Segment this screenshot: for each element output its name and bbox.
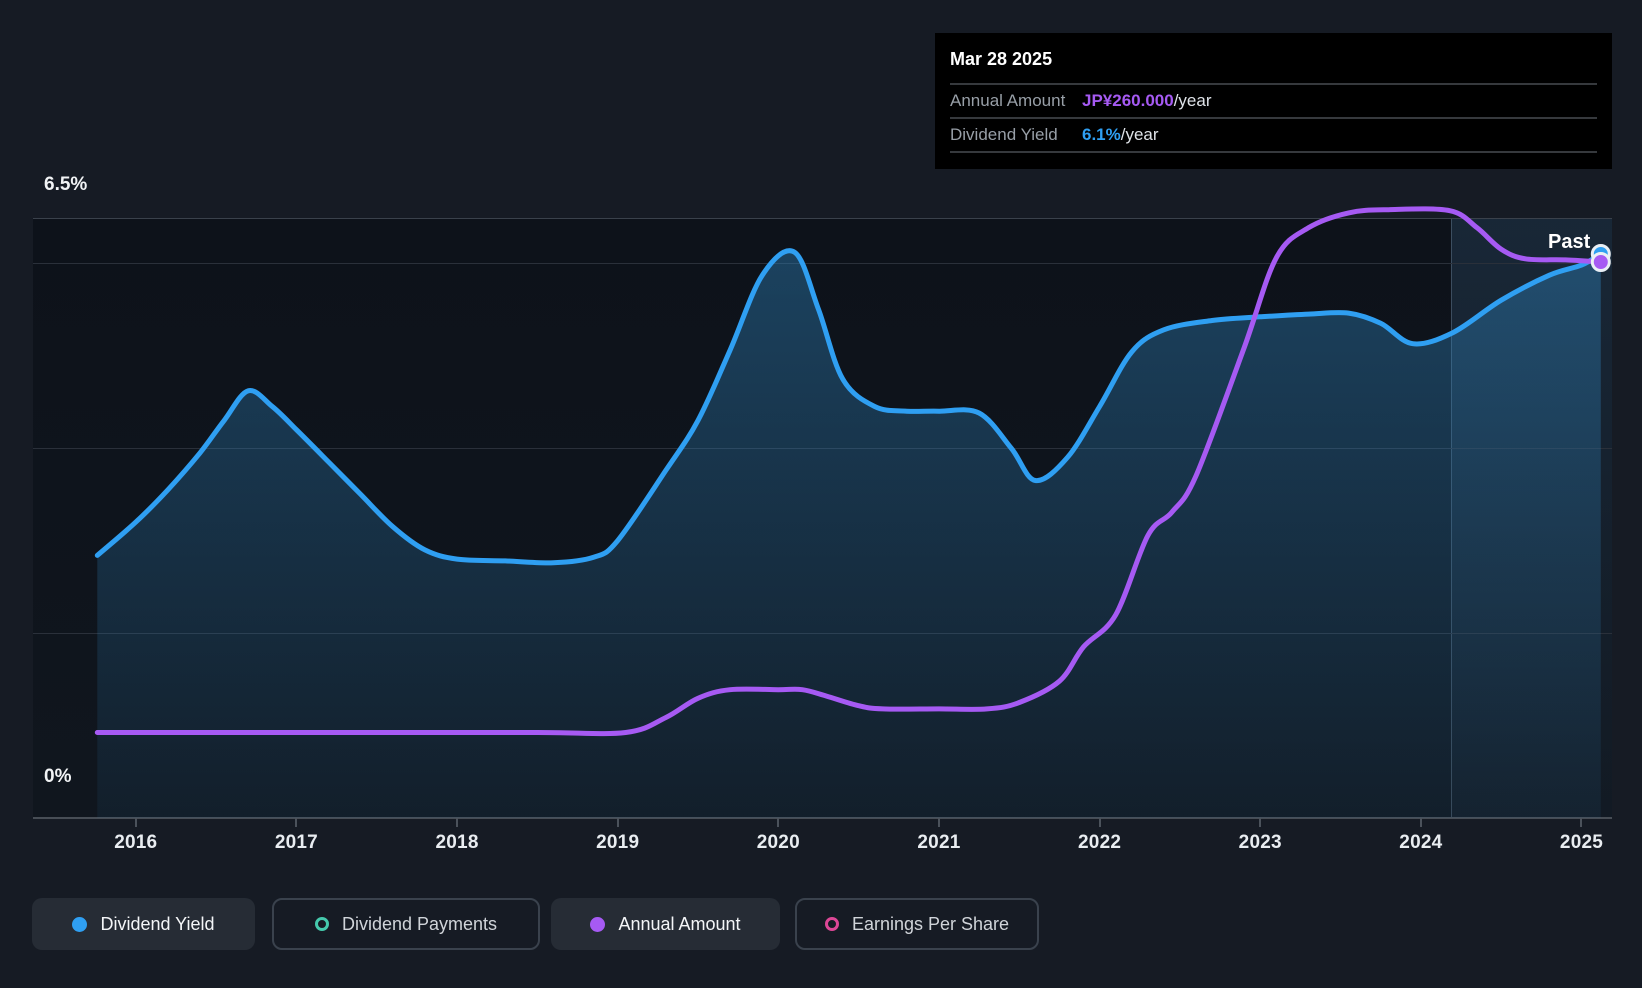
legend-button-label: Earnings Per Share (851, 913, 1010, 934)
dividend-yield-dot-icon (72, 916, 88, 932)
series-endpoint-marker (1590, 252, 1611, 272)
past-section-label: Past (1548, 231, 1591, 253)
legend-button-earnings-per-share[interactable]: Earnings Per Share (795, 898, 1039, 950)
x-axis-tick (295, 818, 298, 827)
tooltip-value-suffix: /year (1120, 125, 1159, 144)
gridline-top (33, 218, 1612, 219)
tooltip-row-dividend-yield: Dividend Yield 6.1% /year (950, 119, 1597, 153)
x-axis-label: 2025 (1559, 832, 1603, 853)
dividend-yield-line (94, 248, 1604, 566)
tooltip-value-suffix: /year (1173, 91, 1212, 110)
x-axis-label: 2021 (917, 832, 961, 853)
tooltip-label: Dividend Yield (950, 125, 1058, 144)
x-axis-tick (1259, 818, 1262, 827)
x-axis-tick (456, 818, 459, 827)
tooltip-date: Mar 28 2025 (950, 33, 1597, 85)
tooltip-row-annual-amount: Annual Amount JP¥260.000 /year (950, 85, 1597, 119)
x-axis-label: 2019 (596, 832, 640, 853)
x-axis-label: 2016 (114, 832, 158, 853)
dividend-payments-ring-icon (314, 917, 329, 931)
x-axis-tick (616, 818, 619, 827)
legend-button-dividend-yield[interactable]: Dividend Yield (32, 898, 255, 950)
x-axis-tick (1419, 818, 1422, 827)
legend-button-label: Dividend Yield (100, 913, 215, 934)
legend-button-annual-amount[interactable]: Annual Amount (551, 898, 780, 950)
tooltip-value-annual-amount: JP¥260.000 (1082, 91, 1174, 110)
tooltip-value-dividend-yield: 6.1% (1082, 125, 1121, 144)
earnings-per-share-ring-icon (824, 917, 839, 931)
x-axis-tick (1580, 818, 1583, 827)
x-axis-label: 2022 (1078, 832, 1122, 853)
dividend-yield-area (97, 250, 1601, 818)
x-axis-tick (1098, 818, 1101, 827)
y-axis-zero-label: 0% (44, 766, 72, 787)
tooltip-label: Annual Amount (950, 91, 1066, 110)
y-axis-max-label: 6.5% (44, 174, 88, 195)
legend-button-label: Dividend Payments (341, 913, 498, 934)
x-axis-tick (777, 818, 780, 827)
x-axis-label: 2018 (435, 832, 479, 853)
x-axis-label: 2020 (756, 832, 800, 853)
x-axis-label: 2017 (274, 832, 318, 853)
gridline (33, 263, 1612, 264)
x-axis-tick (134, 818, 137, 827)
x-axis-label: 2023 (1238, 832, 1282, 853)
annual-amount-line (94, 206, 1604, 737)
x-axis-tick (937, 818, 940, 827)
x-axis-label: 2024 (1399, 832, 1443, 853)
legend-button-label: Annual Amount (618, 913, 741, 934)
annual-amount-dot-icon (590, 916, 606, 932)
chart-tooltip: Mar 28 2025 Annual Amount JP¥260.000 /ye… (935, 33, 1612, 169)
legend-button-dividend-payments[interactable]: Dividend Payments (272, 898, 540, 950)
